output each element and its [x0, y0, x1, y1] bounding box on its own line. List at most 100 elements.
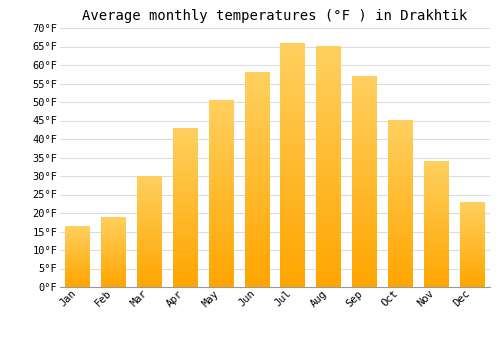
Bar [388, 277, 413, 280]
Bar [352, 266, 377, 270]
Bar [316, 263, 342, 268]
Bar [388, 150, 413, 154]
Bar [173, 176, 198, 179]
Bar [244, 201, 270, 205]
Bar [101, 226, 126, 228]
Bar [280, 57, 305, 62]
Bar [173, 208, 198, 211]
Bar [460, 284, 484, 285]
Bar [244, 98, 270, 103]
Bar [316, 104, 342, 109]
Bar [101, 256, 126, 258]
Bar [316, 248, 342, 253]
Bar [280, 150, 305, 155]
Bar [280, 116, 305, 121]
Bar [280, 189, 305, 194]
Bar [352, 274, 377, 279]
Bar [244, 257, 270, 261]
Bar [316, 162, 342, 167]
Bar [388, 204, 413, 207]
Bar [173, 150, 198, 153]
Bar [66, 284, 90, 285]
Bar [388, 274, 413, 277]
Bar [388, 214, 413, 217]
Bar [388, 250, 413, 254]
Bar [173, 144, 198, 147]
Bar [352, 258, 377, 262]
Bar [388, 207, 413, 210]
Bar [244, 253, 270, 257]
Bar [66, 282, 90, 284]
Bar [173, 243, 198, 246]
Bar [424, 234, 449, 237]
Bar [244, 85, 270, 90]
Bar [137, 225, 162, 227]
Bar [137, 216, 162, 218]
Bar [137, 272, 162, 274]
Bar [208, 149, 234, 153]
Bar [137, 243, 162, 245]
Bar [280, 233, 305, 238]
Bar [173, 217, 198, 220]
Bar [424, 169, 449, 171]
Bar [388, 210, 413, 214]
Bar [280, 72, 305, 77]
Bar [208, 212, 234, 216]
Bar [244, 261, 270, 266]
Bar [208, 280, 234, 283]
Bar [173, 226, 198, 230]
Bar [280, 121, 305, 126]
Bar [66, 259, 90, 260]
Bar [244, 270, 270, 274]
Bar [280, 155, 305, 160]
Bar [280, 165, 305, 170]
Bar [460, 216, 484, 217]
Bar [244, 133, 270, 137]
Bar [101, 228, 126, 229]
Bar [460, 210, 484, 212]
Bar [280, 224, 305, 229]
Bar [244, 124, 270, 128]
Bar [352, 228, 377, 232]
Bar [244, 158, 270, 162]
Bar [137, 227, 162, 229]
Bar [101, 219, 126, 221]
Bar [173, 198, 198, 201]
Bar [424, 237, 449, 239]
Bar [280, 194, 305, 199]
Bar [388, 270, 413, 274]
Bar [316, 244, 342, 248]
Bar [173, 128, 198, 131]
Bar [460, 248, 484, 250]
Bar [244, 72, 270, 77]
Bar [316, 114, 342, 119]
Bar [460, 270, 484, 272]
Bar [66, 270, 90, 271]
Bar [66, 239, 90, 240]
Bar [101, 229, 126, 231]
Bar [66, 277, 90, 279]
Bar [244, 218, 270, 223]
Bar [137, 214, 162, 216]
Bar [173, 166, 198, 169]
Bar [137, 231, 162, 234]
Bar [66, 245, 90, 247]
Bar [280, 262, 305, 267]
Bar [352, 85, 377, 89]
Bar [280, 170, 305, 175]
Bar [316, 176, 342, 181]
Bar [460, 277, 484, 279]
Bar [352, 177, 377, 182]
Bar [101, 253, 126, 255]
Bar [137, 245, 162, 247]
Bar [316, 51, 342, 56]
Bar [388, 254, 413, 257]
Bar [460, 214, 484, 216]
Bar [173, 131, 198, 134]
Bar [137, 254, 162, 256]
Bar [244, 111, 270, 115]
Bar [352, 131, 377, 135]
Bar [424, 181, 449, 184]
Bar [173, 271, 198, 274]
Bar [424, 164, 449, 166]
